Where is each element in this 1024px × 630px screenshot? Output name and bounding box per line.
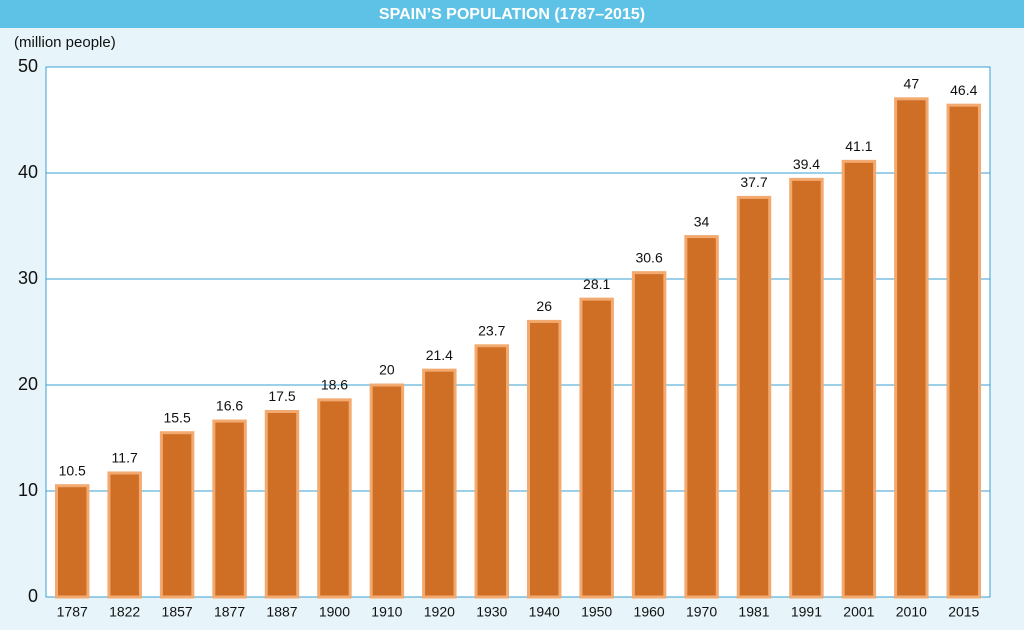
bar (736, 195, 772, 599)
y-tick-label: 30 (18, 268, 38, 288)
bar (159, 431, 195, 599)
bar (631, 271, 667, 599)
x-tick-label: 1920 (424, 604, 455, 620)
value-label: 37.7 (740, 174, 767, 190)
value-label: 15.5 (163, 409, 190, 425)
value-label: 17.5 (268, 388, 295, 404)
bar (684, 235, 719, 599)
value-label: 23.7 (478, 322, 505, 338)
value-label: 20 (379, 362, 395, 378)
y-axis-label: (million people) (14, 34, 116, 51)
value-label: 28.1 (583, 276, 610, 292)
value-label: 39.4 (793, 156, 820, 172)
value-label: 26 (536, 298, 552, 314)
x-tick-label: 2015 (948, 604, 979, 620)
title-bar (0, 0, 1024, 28)
value-label: 18.6 (321, 377, 348, 393)
x-tick-label: 1930 (476, 604, 507, 620)
x-tick-label: 2010 (896, 604, 927, 620)
x-tick-label: 1857 (162, 604, 193, 620)
x-tick-label: 1970 (686, 604, 717, 620)
y-tick-label: 40 (18, 162, 38, 182)
value-label: 41.1 (845, 138, 872, 154)
value-label: 46.4 (950, 82, 977, 98)
x-tick-label: 1822 (109, 604, 140, 620)
bar (369, 383, 405, 599)
bar (579, 297, 614, 599)
bar (54, 484, 90, 599)
y-tick-label: 0 (28, 586, 38, 606)
bar (264, 410, 300, 599)
bar (526, 319, 562, 599)
bar (212, 419, 247, 599)
bar (789, 177, 824, 599)
value-label: 34 (694, 213, 710, 229)
bar (422, 368, 457, 599)
bar (317, 398, 352, 599)
y-tick-label: 10 (18, 480, 38, 500)
value-label: 21.4 (426, 347, 453, 363)
x-tick-label: 1981 (738, 604, 769, 620)
x-tick-label: 1900 (319, 604, 350, 620)
y-tick-label: 20 (18, 374, 38, 394)
x-tick-label: 1950 (581, 604, 612, 620)
bar (894, 97, 929, 599)
x-tick-label: 2001 (843, 604, 874, 620)
x-tick-label: 1960 (634, 604, 665, 620)
value-label: 16.6 (216, 398, 243, 414)
x-tick-label: 1877 (214, 604, 245, 620)
value-label: 11.7 (112, 450, 138, 466)
bar (841, 159, 877, 599)
bar (107, 471, 142, 599)
x-tick-label: 1991 (791, 604, 822, 620)
value-label: 47 (904, 76, 920, 92)
y-tick-label: 50 (18, 56, 38, 76)
x-tick-label: 1787 (57, 604, 88, 620)
value-label: 30.6 (635, 249, 662, 265)
bar (946, 103, 982, 599)
value-label: 10.5 (59, 462, 86, 478)
x-tick-label: 1940 (529, 604, 560, 620)
x-tick-label: 1887 (266, 604, 297, 620)
plot-area (45, 66, 991, 598)
x-tick-label: 1910 (371, 604, 402, 620)
chart-title: SPAIN’S POPULATION (1787–2015) (379, 6, 645, 23)
bar (474, 344, 510, 599)
